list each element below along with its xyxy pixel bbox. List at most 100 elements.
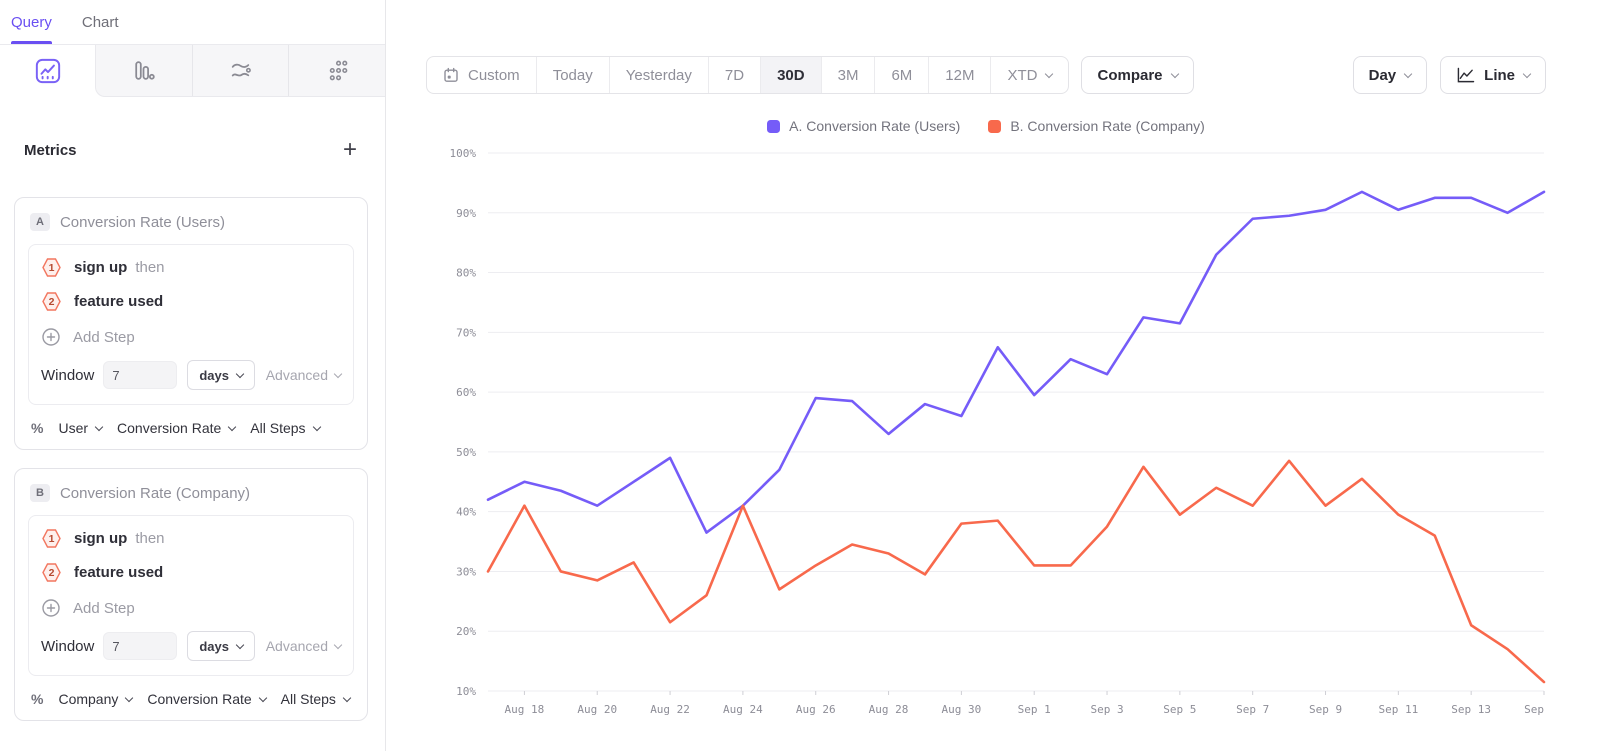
bar-chart-tab-icon — [135, 61, 156, 80]
svg-text:2: 2 — [49, 296, 55, 308]
legend-item-b[interactable]: B. Conversion Rate (Company) — [988, 118, 1205, 134]
x-axis-tick-label: Sep 15 — [1524, 703, 1546, 716]
advanced-dropdown[interactable]: Advanced — [265, 367, 343, 383]
step-event-name: sign up — [74, 530, 128, 547]
advanced-dropdown[interactable]: Advanced — [265, 638, 343, 654]
steps-scope-dropdown[interactable]: All Steps — [250, 420, 321, 436]
series-line-b[interactable] — [486, 459, 1546, 684]
range-3m[interactable]: 3M — [822, 57, 876, 93]
metric-card-a-header[interactable]: A Conversion Rate (Users) — [28, 211, 354, 231]
y-axis-tick-label: 30% — [456, 565, 476, 578]
advanced-label: Advanced — [265, 367, 328, 383]
y-axis-tick-label: 60% — [456, 386, 476, 399]
window-label: Window — [41, 366, 95, 384]
chevron-down-icon — [1045, 69, 1054, 78]
steps-scope-dropdown[interactable]: All Steps — [281, 691, 352, 707]
chevron-down-icon — [235, 369, 245, 378]
dots-grid-tab-icon — [329, 60, 348, 81]
measurement-row: % User Conversion Rate All Steps — [28, 420, 354, 436]
funnel-step-2[interactable]: 2 feature used — [41, 291, 341, 312]
series-b-swatch — [988, 119, 1002, 133]
x-axis-tick-label: Aug 24 — [723, 703, 763, 716]
funnel-step-2[interactable]: 2 feature used — [41, 562, 341, 583]
legend-item-a[interactable]: A. Conversion Rate (Users) — [767, 118, 960, 134]
series-line-a[interactable] — [486, 190, 1546, 534]
funnel-step-1[interactable]: 1 sign up then — [41, 257, 341, 278]
window-value-input[interactable] — [103, 361, 178, 389]
range-custom[interactable]: Custom — [427, 57, 537, 93]
window-unit-dropdown[interactable]: days — [187, 631, 255, 661]
range-6m[interactable]: 6M — [875, 57, 930, 93]
y-axis-tick-label: 10% — [456, 685, 476, 698]
y-axis-tick-label: 40% — [456, 506, 476, 519]
window-unit-label: days — [199, 367, 229, 383]
step-number-badge: 2 — [42, 563, 61, 582]
y-axis-tick-label: 50% — [456, 446, 476, 459]
advanced-label: Advanced — [265, 638, 328, 654]
metric-type-dropdown[interactable]: Conversion Rate — [147, 691, 267, 707]
svg-text:2: 2 — [49, 567, 55, 579]
x-axis-tick-label: Aug 26 — [796, 703, 836, 716]
tab-query[interactable]: Query — [11, 0, 52, 44]
range-7d[interactable]: 7D — [709, 57, 762, 93]
add-step-button[interactable]: Add Step — [41, 598, 341, 618]
range-today[interactable]: Today — [537, 57, 610, 93]
compare-label: Compare — [1097, 66, 1163, 84]
y-axis-tick-label: 80% — [456, 267, 476, 280]
step-connector-label: then — [135, 530, 165, 547]
tab-breakdown-view[interactable] — [288, 45, 385, 96]
interval-dropdown[interactable]: Day — [1352, 56, 1428, 94]
metric-letter-badge: A — [30, 213, 50, 231]
range-label: Custom — [468, 66, 520, 84]
flow-tab-icon — [231, 63, 251, 77]
step-number-badge: 1 — [42, 529, 61, 548]
metric-card-b: B Conversion Rate (Company) 1 sign up th… — [14, 468, 368, 721]
conversion-trend-chart: 10% 20% 30% 40% 50% 60% 70% 80% 90% 100% Aug 18 Aug… — [426, 143, 1564, 740]
chevron-down-icon — [1403, 69, 1413, 78]
tab-bar-chart-view[interactable] — [96, 45, 192, 96]
percent-icon: % — [31, 691, 44, 707]
entity-label: User — [58, 420, 89, 436]
funnel-step-1[interactable]: 1 sign up then — [41, 528, 341, 549]
entity-dropdown[interactable]: Company — [58, 691, 134, 707]
series-a-swatch — [767, 119, 781, 133]
add-metric-button[interactable]: + — [342, 136, 357, 163]
window-value-input[interactable] — [103, 632, 178, 660]
metric-type-label: Conversion Rate — [117, 420, 222, 436]
chart-toolbar: Custom Today Yesterday 7D 30D 3M 6M 12M … — [426, 56, 1546, 94]
metric-card-a: A Conversion Rate (Users) 1 sign up then… — [14, 197, 368, 450]
query-sidebar: Query Chart — [0, 0, 386, 751]
chart-canvas: 10% 20% 30% 40% 50% 60% 70% 80% 90% 100% Aug 18 Aug… — [450, 147, 1564, 716]
compare-button[interactable]: Compare — [1081, 56, 1194, 94]
interval-label: Day — [1368, 66, 1397, 84]
window-unit-label: days — [199, 638, 229, 654]
x-axis-tick-label: Aug 30 — [942, 703, 982, 716]
tab-line-chart-view[interactable] — [0, 45, 95, 97]
visualization-tab-bar — [0, 45, 385, 97]
chevron-down-icon — [333, 369, 343, 378]
chevron-down-icon — [258, 693, 267, 702]
add-step-label: Add Step — [73, 599, 135, 617]
entity-dropdown[interactable]: User — [58, 420, 104, 436]
range-xtd-dropdown[interactable]: XTD — [991, 57, 1068, 93]
chart-type-dropdown[interactable]: Line — [1440, 56, 1546, 94]
y-axis-tick-label: 20% — [456, 625, 476, 638]
x-axis-tick-label: Sep 5 — [1163, 703, 1196, 716]
x-axis-tick-label: Aug 18 — [505, 703, 545, 716]
range-30d[interactable]: 30D — [761, 57, 822, 93]
metric-type-dropdown[interactable]: Conversion Rate — [117, 420, 237, 436]
metrics-header: Metrics + — [24, 136, 357, 163]
metric-title: Conversion Rate (Users) — [59, 213, 226, 231]
range-12m[interactable]: 12M — [929, 57, 992, 93]
tab-flow-view[interactable] — [191, 45, 289, 96]
range-yesterday[interactable]: Yesterday — [610, 57, 709, 93]
x-axis-tick-label: Sep 11 — [1378, 703, 1418, 716]
step-event-name: sign up — [74, 259, 128, 276]
add-step-button[interactable]: Add Step — [41, 327, 341, 347]
tab-chart[interactable]: Chart — [82, 0, 119, 44]
chevron-down-icon — [333, 640, 343, 649]
window-unit-dropdown[interactable]: days — [187, 360, 255, 390]
metric-card-b-header[interactable]: B Conversion Rate (Company) — [28, 482, 354, 502]
metrics-title: Metrics — [24, 141, 77, 159]
